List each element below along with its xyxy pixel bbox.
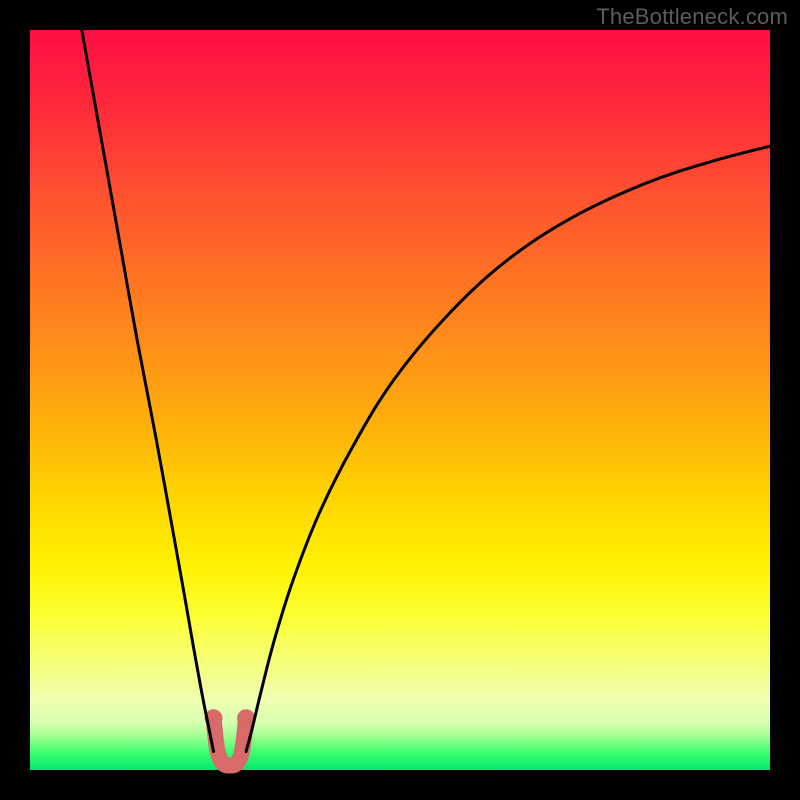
plot-background-gradient xyxy=(30,30,770,770)
bottleneck-chart-svg xyxy=(0,0,800,800)
chart-container: TheBottleneck.com xyxy=(0,0,800,800)
